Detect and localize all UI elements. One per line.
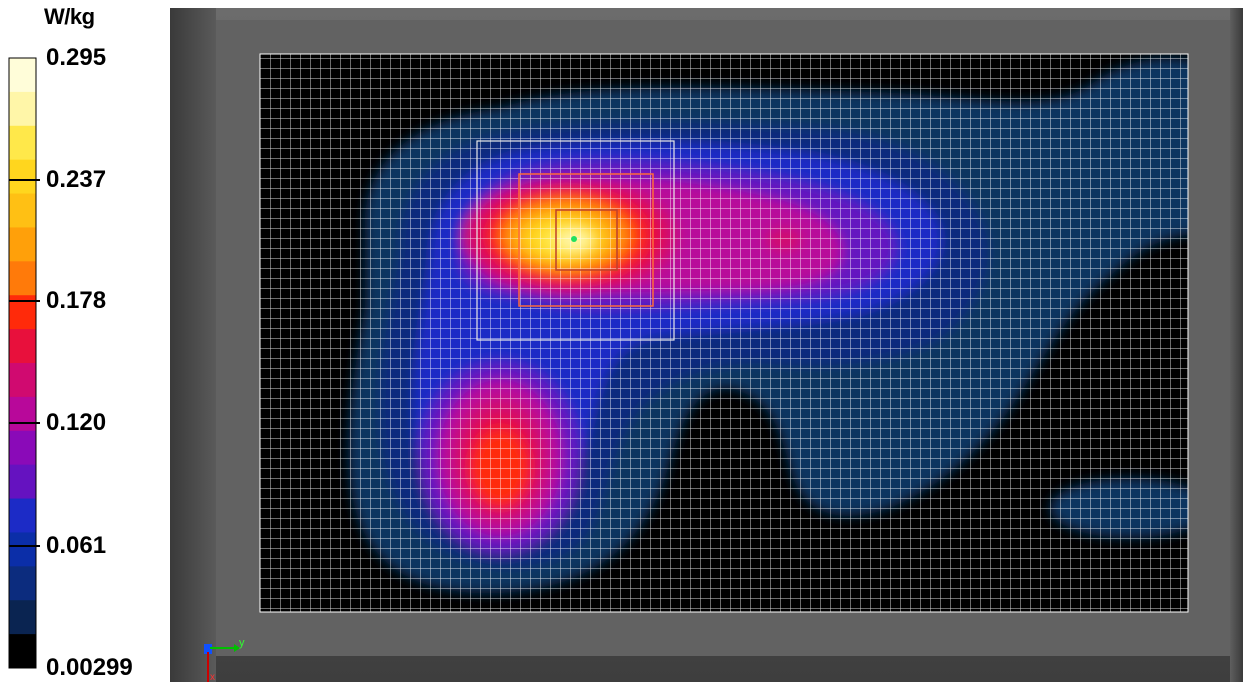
colorbar-tick-label: 0.295 xyxy=(46,44,107,71)
zoom-scan-middle-box xyxy=(518,173,654,307)
colorbar-segment xyxy=(9,532,36,567)
colorbar-segment xyxy=(9,566,36,601)
colorbar-tick-label: 0.00299 xyxy=(46,654,133,681)
colorbar-tick-label: 0.237 xyxy=(46,166,107,193)
colorbar-segment xyxy=(9,363,36,398)
colorbar-unit-label: W/kg xyxy=(44,4,95,29)
zoom-scan-inner-box xyxy=(555,209,618,271)
axis-x-label: x xyxy=(210,672,215,682)
peak-marker xyxy=(571,236,577,242)
colorbar-tick-label: 0.061 xyxy=(46,532,107,559)
axis-y-label: y xyxy=(239,637,245,649)
colorbar-tick-label: 0.120 xyxy=(46,409,107,436)
colorbar-segment xyxy=(9,329,36,364)
colorbar-segment xyxy=(9,91,36,127)
axis-triad: y x xyxy=(204,637,245,683)
sar-heatmap: y x xyxy=(170,8,1243,683)
colorbar-segment xyxy=(9,396,36,432)
colorbar-segment xyxy=(9,193,36,228)
zoom-scan-outer-box xyxy=(476,140,675,341)
colorbar-tick-label: 0.178 xyxy=(46,287,107,314)
colorbar-segment xyxy=(9,498,36,533)
colorbar-segment xyxy=(9,634,36,669)
colorbar-legend: W/kg 0.295 0.237 0.178 0.120 0.061 0.00299 xyxy=(0,0,165,682)
colorbar xyxy=(8,57,40,669)
scan-viewport[interactable]: y x xyxy=(170,8,1243,683)
colorbar-segment xyxy=(9,600,36,635)
scan-area-border xyxy=(259,53,1189,613)
colorbar-segment xyxy=(9,58,36,93)
colorbar-segment xyxy=(9,227,36,262)
colorbar-segment xyxy=(9,430,36,466)
colorbar-segment xyxy=(9,464,36,500)
measurement-grid xyxy=(260,54,1188,612)
colorbar-segment xyxy=(9,125,36,161)
colorbar-segment xyxy=(9,159,36,195)
colorbar-segment xyxy=(9,261,36,296)
